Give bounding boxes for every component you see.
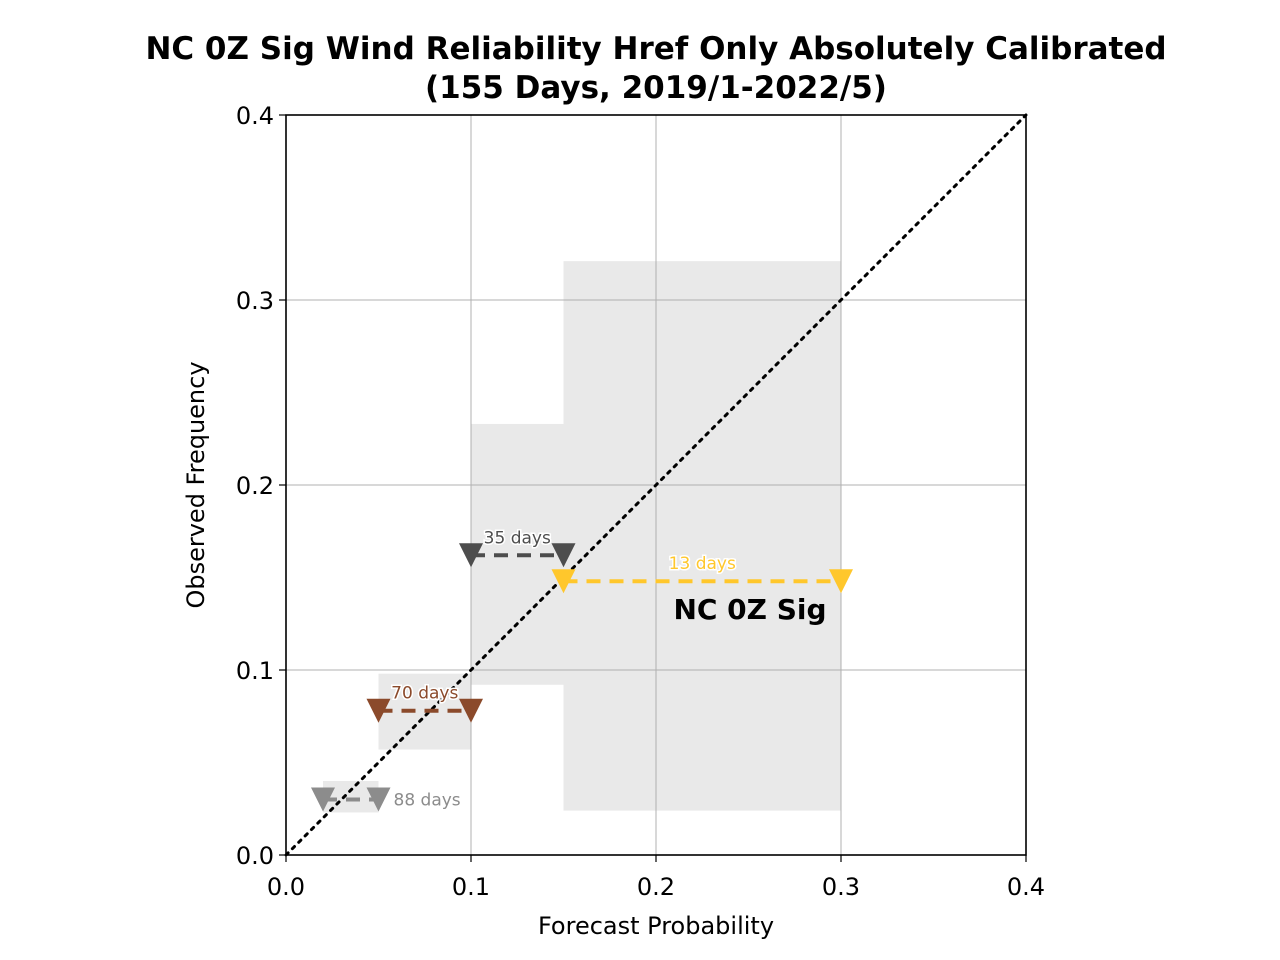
bin-3: 13 days	[551, 553, 853, 594]
x-tick-label-4: 0.4	[1007, 873, 1045, 901]
bin-1: 70 days	[366, 682, 483, 723]
y-tick-label-2: 0.2	[236, 472, 274, 500]
bin-label-0: 88 days	[394, 791, 461, 811]
y-tick-label-1: 0.1	[236, 657, 274, 685]
bin-label-2: 35 days	[484, 528, 551, 548]
confidence-intervals	[323, 261, 841, 813]
chart-title: NC 0Z Sig Wind Reliability Href Only Abs…	[145, 31, 1166, 67]
bin-label-3: 13 days	[669, 554, 736, 574]
bin-0: 88 days	[311, 787, 462, 812]
x-tick-label-3: 0.3	[822, 873, 860, 901]
x-tick-label-0: 0.0	[267, 873, 305, 901]
bin-marker-high-1	[459, 698, 483, 723]
bin-label-1: 70 days	[391, 684, 458, 704]
bin-marker-high-2	[551, 543, 576, 568]
series-annotation: NC 0Z Sig	[673, 593, 826, 626]
y-tick-label-4: 0.4	[236, 102, 274, 130]
y-tick-label-0: 0.0	[236, 842, 274, 870]
bin-2: 35 days	[459, 527, 576, 568]
diagonal-line	[284, 113, 1028, 857]
ci-box-3	[563, 261, 841, 811]
y-tick-label-3: 0.3	[236, 287, 274, 315]
diagonal-dotted-line	[284, 113, 1028, 857]
bin-marker-high-3	[829, 569, 853, 594]
bin-marker-low-2	[459, 543, 483, 568]
x-axis-label: Forecast Probability	[538, 912, 774, 940]
bin-marker-high-0	[366, 787, 391, 812]
bin-marker-low-1	[366, 698, 391, 723]
axis-ticks: 0.0 0.1 0.2 0.3 0.4 0.0 0.1 0.2 0.3 0.4	[236, 102, 1045, 901]
x-tick-label-2: 0.2	[637, 873, 675, 901]
x-tick-label-1: 0.1	[452, 873, 490, 901]
bin-marker-low-0	[311, 787, 335, 812]
y-axis-label: Observed Frequency	[182, 361, 210, 608]
bin-marker-low-3	[551, 569, 576, 594]
chart-subtitle: (155 Days, 2019/1-2022/5)	[425, 70, 887, 106]
bins: 88 days 70 days 35 days 13 days	[311, 527, 853, 812]
